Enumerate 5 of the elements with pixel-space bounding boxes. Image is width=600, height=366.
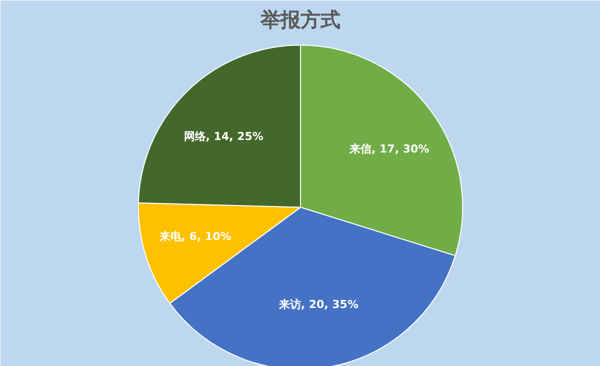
chart-title: 举报方式 — [260, 8, 340, 32]
slice-label: 来电, 6, 10% — [158, 230, 232, 244]
slice-label: 来访, 20, 35% — [278, 298, 358, 311]
slice-label: 网络, 14, 25% — [184, 130, 264, 144]
slice-label: 来信, 17, 30% — [348, 142, 430, 156]
